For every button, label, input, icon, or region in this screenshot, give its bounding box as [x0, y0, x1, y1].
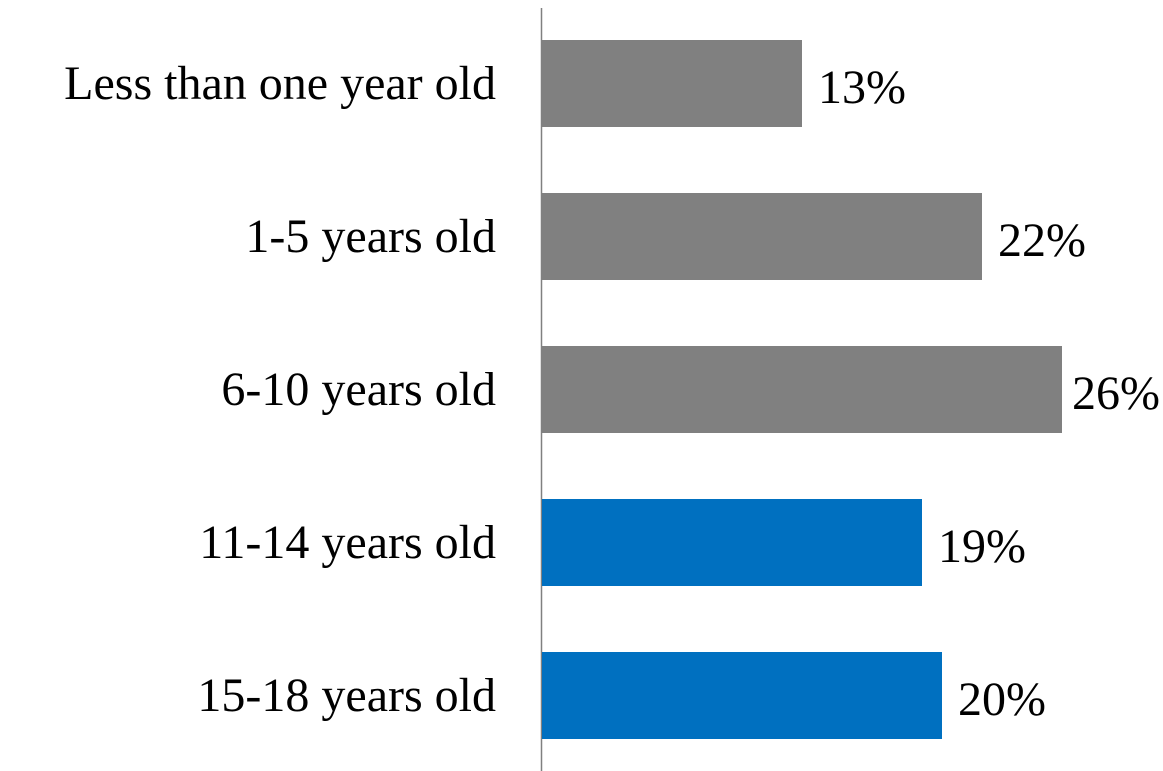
value-label-5: 20% [958, 673, 1046, 726]
value-label-3: 26% [1072, 367, 1160, 420]
value-label-4: 19% [938, 520, 1026, 573]
bar-4 [542, 499, 922, 586]
category-label-5: 15-18 years old [197, 669, 496, 722]
category-label-1: Less than one year old [64, 57, 496, 110]
category-label-3: 6-10 years old [221, 363, 496, 416]
bars-group [542, 40, 1062, 739]
category-label-4: 11-14 years old [199, 516, 496, 569]
category-label-2: 1-5 years old [245, 210, 496, 263]
bar-3 [542, 346, 1062, 433]
bar-1 [542, 40, 802, 127]
value-label-1: 13% [818, 61, 906, 114]
category-labels-group: Less than one year old 1-5 years old 6-10 … [64, 57, 496, 722]
value-label-2: 22% [998, 214, 1086, 267]
bar-5 [542, 652, 942, 739]
value-labels-group: 13% 22% 26% 19% 20% [818, 61, 1160, 726]
bar-2 [542, 193, 982, 280]
